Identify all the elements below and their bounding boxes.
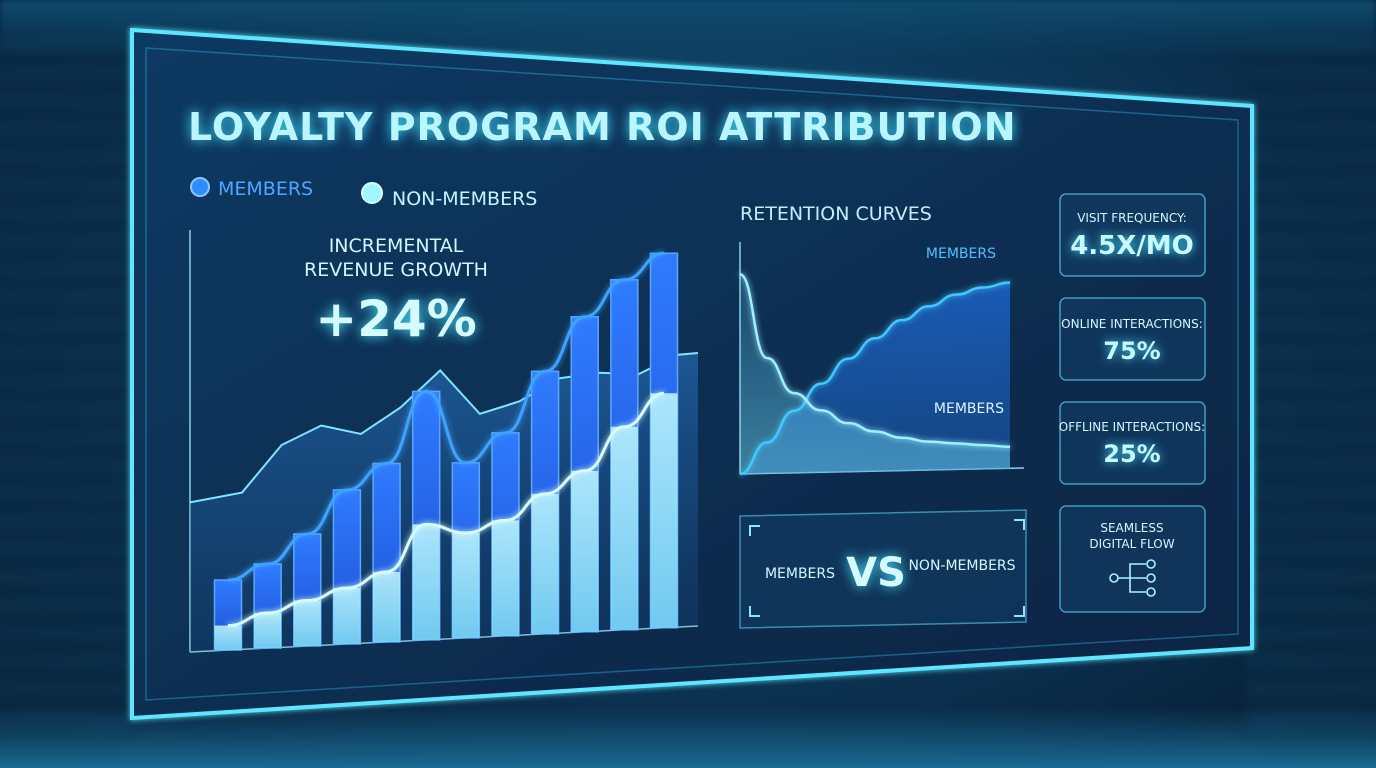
retention-decay-area [740,274,1010,474]
flow-branch-icon [1109,559,1156,597]
kpi-value-online-interactions: 75% [1103,337,1160,365]
kpi-label-visit-frequency: VISIT FREQUENCY: [1077,211,1187,225]
legend-label-members: MEMBERS [218,178,313,200]
kpi-card-offline-interactions: OFFLINE INTERACTIONS: 25% [1059,401,1206,485]
kpi-card-online-interactions: ONLINE INTERACTIONS: 75% [1059,297,1206,381]
corner-brackets [749,519,1025,617]
headline-line-1: INCREMENTAL [329,235,464,257]
floor-glow [0,708,1376,768]
kpi-label-online-interactions: ONLINE INTERACTIONS: [1061,317,1203,331]
kpi-card-visit-frequency: VISIT FREQUENCY: 4.5X/MO [1059,193,1206,277]
server-rack-right [1246,40,1376,730]
headline-value: +24% [315,290,477,348]
non-member-bar [214,625,242,651]
kpi-label-seamless: SEAMLESS [1100,521,1163,535]
non-member-bar [610,426,638,630]
retention-growth-line [739,281,1011,476]
page-title: LOYALTY PROGRAM ROI ATTRIBUTION [188,105,1017,149]
kpi-value-offline-interactions: 25% [1103,440,1160,468]
non-member-bar [254,613,282,649]
comparison-left: MEMBERS [765,566,835,582]
legend-swatch-non-members [361,182,383,204]
legend-label-non-members: NON-MEMBERS [392,188,537,210]
legend-swatch-members [190,177,210,197]
retention-chart [739,272,1011,476]
non-member-bar [650,393,678,628]
panel-inner-frame [145,47,1239,701]
non-member-bar [293,600,321,646]
kpi-label-offline-interactions: OFFLINE INTERACTIONS: [1059,420,1205,434]
non-member-bar [531,493,559,634]
non-member-bar [373,571,401,642]
retention-title: RETENTION CURVES [740,203,932,225]
kpi-label-digital-flow: DIGITAL FLOW [1089,537,1174,551]
non-member-bar [452,532,480,638]
server-rack-left [0,40,130,730]
legend: MEMBERS NON-MEMBERS [190,177,537,210]
retention-label-decay: MEMBERS [934,401,1004,417]
bar-chart [189,251,699,652]
kpi-card-digital-flow: SEAMLESS DIGITAL FLOW [1059,505,1206,613]
retention-decay-line [739,272,1011,449]
non-member-bar [412,524,440,640]
comparison-right: NON-MEMBERS [908,558,1015,574]
non-member-bar [333,587,361,644]
member-trend-line [227,251,665,582]
retention-label-growth: MEMBERS [926,246,996,262]
comparison-vs: VS [846,550,906,596]
headline-line-2: REVENUE GROWTH [304,259,488,281]
non-member-bar [571,470,599,632]
non-member-bar [491,520,519,636]
comparison-card: MEMBERS VS NON-MEMBERS [739,509,1027,629]
non-member-trend-line [227,391,665,628]
kpi-value-visit-frequency: 4.5X/MO [1070,231,1194,261]
